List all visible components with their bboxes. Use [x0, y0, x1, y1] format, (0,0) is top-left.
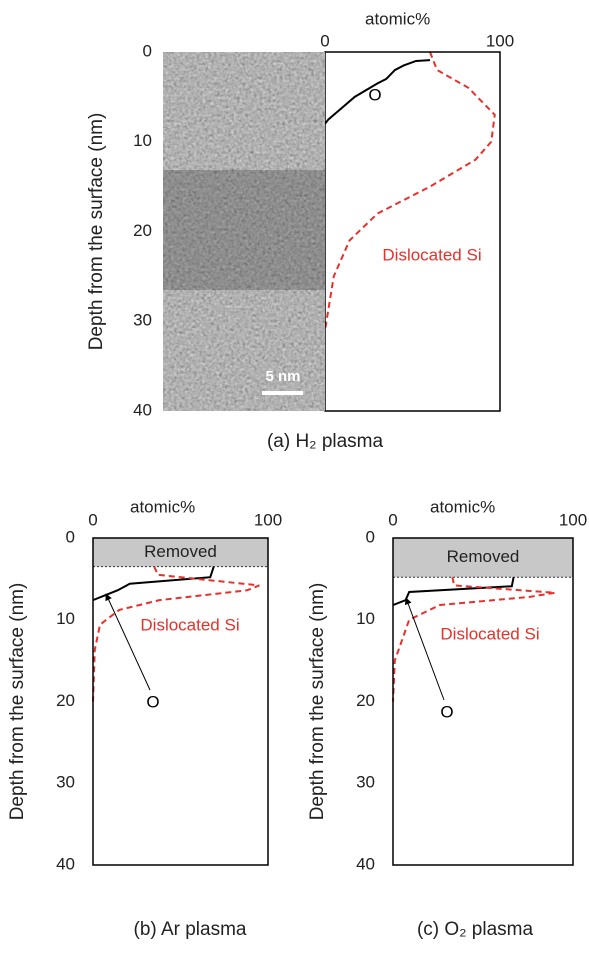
plot-area: [325, 52, 500, 411]
y-tick-label: 40: [56, 854, 75, 873]
x-tick-label: 100: [559, 510, 587, 529]
x-axis-title: atomic%: [130, 497, 195, 516]
x-axis-title: atomic%: [365, 9, 430, 28]
y-tick-label: 40: [356, 854, 375, 873]
y-tick-label: 10: [133, 131, 152, 150]
y-tick-label: 40: [133, 400, 152, 419]
tem-image: 5 nm: [163, 52, 325, 411]
y-tick-label: 10: [356, 609, 375, 628]
x-axis-title: atomic%: [430, 497, 495, 516]
series-label: Dislocated Si: [140, 615, 239, 634]
y-tick-label: 30: [356, 773, 375, 792]
caption: (a) H₂ plasma: [267, 431, 384, 452]
y-tick-label: 20: [56, 691, 75, 710]
plot-area: [93, 538, 268, 865]
scale-bar-label: 5 nm: [265, 368, 300, 385]
y-tick-label: 0: [143, 41, 152, 60]
x-tick-label: 0: [388, 510, 397, 529]
y-tick-label: 10: [56, 609, 75, 628]
y-axis-title: Depth from the surface (nm): [307, 583, 328, 821]
figure: ODislocated Si0102030400100atomic%Depth …: [0, 0, 589, 958]
series-label: Dislocated Si: [382, 245, 481, 264]
y-tick-label: 20: [133, 221, 152, 240]
removed-label: Removed: [447, 547, 520, 566]
y-tick-label: 20: [356, 691, 375, 710]
caption: (c) O₂ plasma: [417, 919, 534, 940]
series-label: Dislocated Si: [440, 624, 539, 643]
x-tick-label: 100: [254, 510, 282, 529]
y-axis-title: Depth from the surface (nm): [7, 583, 28, 821]
y-axis-title: Depth from the surface (nm): [86, 113, 107, 351]
series-label: O: [146, 692, 159, 711]
series-label: O: [368, 85, 381, 104]
removed-label: Removed: [144, 542, 217, 561]
x-tick-label: 100: [486, 31, 514, 50]
x-tick-label: 0: [88, 510, 97, 529]
y-tick-label: 30: [56, 773, 75, 792]
y-tick-label: 0: [66, 527, 75, 546]
x-tick-label: 0: [320, 31, 329, 50]
y-tick-label: 0: [366, 527, 375, 546]
caption: (b) Ar plasma: [134, 919, 247, 940]
series-label: O: [440, 702, 453, 721]
y-tick-label: 30: [133, 311, 152, 330]
